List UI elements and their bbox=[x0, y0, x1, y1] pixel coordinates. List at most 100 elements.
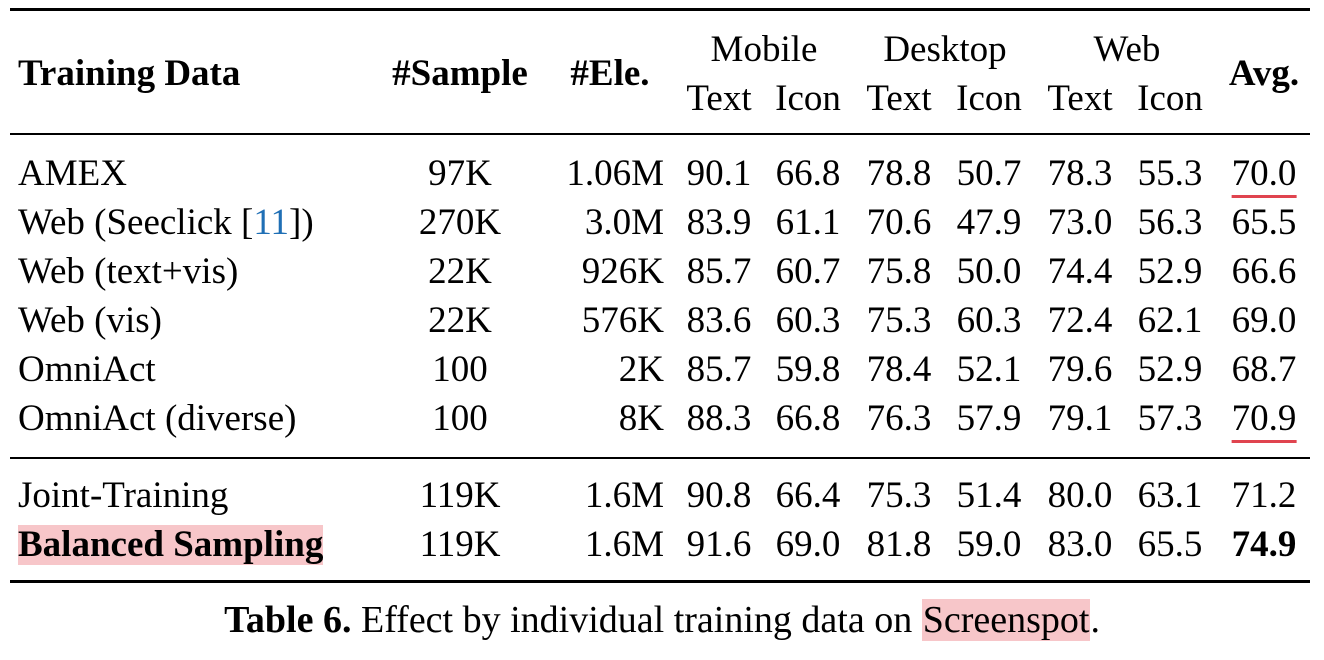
cell-web-icon: 62.1 bbox=[1137, 300, 1203, 341]
cell-ele: 2K bbox=[618, 349, 664, 390]
cell-mobile-icon: 66.4 bbox=[775, 475, 841, 516]
cell-web-icon: 57.3 bbox=[1137, 398, 1203, 439]
cell-sample: 100 bbox=[432, 398, 488, 439]
row-name: Joint-Training bbox=[18, 475, 229, 516]
cell-web-icon: 52.9 bbox=[1137, 349, 1203, 390]
cell-mobile-text: 88.3 bbox=[686, 398, 752, 439]
cell-desktop-text: 81.8 bbox=[866, 524, 932, 565]
header-rule bbox=[10, 133, 1310, 135]
cell-web-icon: 52.9 bbox=[1137, 251, 1203, 292]
cell-web-icon: 56.3 bbox=[1137, 202, 1203, 243]
cell-mobile-text: 85.7 bbox=[686, 349, 752, 390]
group-rule bbox=[10, 457, 1310, 459]
cell-desktop-icon: 50.0 bbox=[956, 251, 1022, 292]
row-name: Web (text+vis) bbox=[18, 251, 239, 292]
cell-desktop-icon: 52.1 bbox=[956, 349, 1022, 390]
bottom-rule bbox=[10, 580, 1310, 583]
header-sub-web-text: Text bbox=[1047, 78, 1113, 119]
cell-mobile-icon: 66.8 bbox=[775, 153, 841, 194]
cell-web-icon: 55.3 bbox=[1137, 153, 1203, 194]
cell-mobile-icon: 60.3 bbox=[775, 300, 841, 341]
cell-avg: 71.2 bbox=[1231, 475, 1297, 516]
caption-highlight: Screenspot bbox=[921, 599, 1091, 641]
cell-web-text: 74.4 bbox=[1047, 251, 1113, 292]
cell-sample: 97K bbox=[428, 153, 492, 194]
row-name: Web (Seeclick [11]) bbox=[18, 203, 314, 243]
cell-desktop-icon: 59.0 bbox=[956, 524, 1022, 565]
cell-web-text: 83.0 bbox=[1047, 524, 1113, 565]
cell-desktop-text: 78.8 bbox=[866, 153, 932, 194]
cell-desktop-text: 75.3 bbox=[866, 475, 932, 516]
cell-ele: 1.6M bbox=[584, 475, 664, 516]
cell-mobile-icon: 69.0 bbox=[775, 524, 841, 565]
cell-mobile-text: 83.9 bbox=[686, 202, 752, 243]
cell-ele: 576K bbox=[581, 300, 664, 341]
caption-label: Table 6. bbox=[224, 599, 352, 641]
cell-ele: 3.0M bbox=[584, 202, 664, 243]
cell-sample: 22K bbox=[428, 300, 492, 341]
cell-web-text: 80.0 bbox=[1047, 475, 1113, 516]
cell-sample: 119K bbox=[419, 524, 501, 565]
cell-desktop-text: 78.4 bbox=[866, 349, 932, 390]
header-group-mobile: Mobile bbox=[710, 29, 818, 70]
cell-web-text: 79.1 bbox=[1047, 398, 1113, 439]
cell-sample: 119K bbox=[419, 475, 501, 516]
cell-desktop-text: 75.3 bbox=[866, 300, 932, 341]
row-name-prefix: Web (Seeclick [ bbox=[18, 202, 254, 243]
cell-mobile-text: 91.6 bbox=[686, 524, 752, 565]
cell-mobile-text: 90.1 bbox=[686, 153, 752, 194]
row-name: Balanced Sampling bbox=[18, 524, 324, 565]
cell-avg: 70.0 bbox=[1231, 154, 1297, 198]
cell-avg: 74.9 bbox=[1231, 524, 1297, 565]
header-avg: Avg. bbox=[1228, 53, 1300, 94]
cell-mobile-icon: 59.8 bbox=[775, 349, 841, 390]
cell-web-icon: 65.5 bbox=[1137, 524, 1203, 565]
cell-mobile-icon: 66.8 bbox=[775, 398, 841, 439]
header-sub-mobile-icon: Icon bbox=[775, 78, 841, 119]
header-sub-web-icon: Icon bbox=[1137, 78, 1203, 119]
row-name: OmniAct (diverse) bbox=[18, 398, 297, 439]
header-ele: #Ele. bbox=[570, 53, 650, 94]
cell-desktop-text: 70.6 bbox=[866, 202, 932, 243]
cell-desktop-icon: 51.4 bbox=[956, 475, 1022, 516]
header-sample: #Sample bbox=[392, 53, 528, 94]
cell-avg: 65.5 bbox=[1231, 202, 1297, 243]
header-sub-mobile-text: Text bbox=[686, 78, 752, 119]
row-name-suffix: ]) bbox=[289, 202, 314, 243]
cell-avg: 66.6 bbox=[1231, 251, 1297, 292]
caption-end: . bbox=[1090, 599, 1100, 641]
cell-mobile-icon: 60.7 bbox=[775, 251, 841, 292]
cell-mobile-text: 83.6 bbox=[686, 300, 752, 341]
cell-mobile-text: 90.8 bbox=[686, 475, 752, 516]
top-rule bbox=[10, 8, 1310, 11]
header-training-data: Training Data bbox=[18, 53, 241, 94]
cell-mobile-icon: 61.1 bbox=[775, 202, 841, 243]
cell-desktop-text: 75.8 bbox=[866, 251, 932, 292]
cell-web-text: 72.4 bbox=[1047, 300, 1113, 341]
cell-sample: 270K bbox=[418, 202, 502, 243]
citation-link[interactable]: 11 bbox=[253, 202, 289, 243]
cell-ele: 1.6M bbox=[584, 524, 664, 565]
cell-avg: 70.9 bbox=[1231, 399, 1297, 443]
row-name: Web (vis) bbox=[18, 300, 162, 341]
table-caption: Table 6. Effect by individual training d… bbox=[0, 598, 1324, 642]
cell-ele: 8K bbox=[618, 398, 664, 439]
cell-desktop-icon: 60.3 bbox=[956, 300, 1022, 341]
header-sub-desktop-text: Text bbox=[866, 78, 932, 119]
cell-web-text: 79.6 bbox=[1047, 349, 1113, 390]
cell-mobile-text: 85.7 bbox=[686, 251, 752, 292]
header-group-web: Web bbox=[1093, 29, 1161, 70]
cell-web-text: 78.3 bbox=[1047, 153, 1113, 194]
header-sub-desktop-icon: Icon bbox=[956, 78, 1022, 119]
header-group-desktop: Desktop bbox=[883, 29, 1007, 70]
row-name: OmniAct bbox=[18, 349, 156, 390]
row-name: AMEX bbox=[18, 153, 127, 194]
cell-avg: 68.7 bbox=[1231, 349, 1297, 390]
cell-desktop-icon: 50.7 bbox=[956, 153, 1022, 194]
cell-desktop-icon: 57.9 bbox=[956, 398, 1022, 439]
cell-desktop-text: 76.3 bbox=[866, 398, 932, 439]
cell-avg: 69.0 bbox=[1231, 300, 1297, 341]
cell-web-icon: 63.1 bbox=[1137, 475, 1203, 516]
cell-ele: 926K bbox=[581, 251, 664, 292]
cell-sample: 22K bbox=[428, 251, 492, 292]
